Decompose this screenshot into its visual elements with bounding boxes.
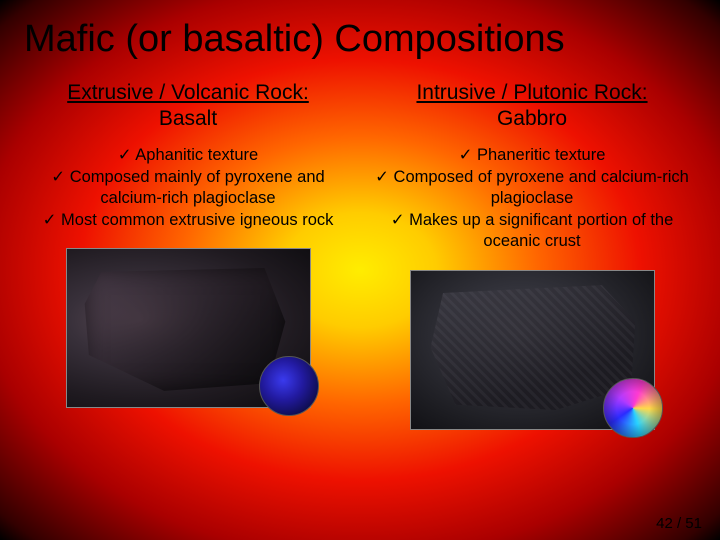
- check-icon: ✓: [118, 146, 132, 164]
- check-icon: ✓: [51, 168, 65, 186]
- bullet-text: Composed mainly of pyroxene and calcium-…: [70, 168, 325, 207]
- slide-title: Mafic (or basaltic) Compositions: [0, 0, 720, 67]
- right-bullet-list: ✓ Phaneritic texture ✓ Composed of pyrox…: [370, 145, 694, 254]
- check-icon: ✓: [375, 168, 389, 186]
- right-rock-name: Gabbro: [497, 107, 567, 131]
- bullet-text: Phaneritic texture: [477, 146, 605, 164]
- left-bullet-list: ✓ Aphanitic texture ✓ Composed mainly of…: [26, 145, 350, 232]
- list-item: ✓ Aphanitic texture: [26, 145, 350, 166]
- right-column: Intrusive / Plutonic Rock: Gabbro ✓ Phan…: [370, 81, 694, 430]
- content-columns: Extrusive / Volcanic Rock: Basalt ✓ Apha…: [0, 67, 720, 430]
- list-item: ✓ Makes up a significant portion of the …: [370, 210, 694, 252]
- check-icon: ✓: [43, 211, 57, 229]
- left-column: Extrusive / Volcanic Rock: Basalt ✓ Apha…: [26, 81, 350, 430]
- gabbro-image: [410, 270, 655, 430]
- check-icon: ✓: [459, 146, 473, 164]
- basalt-image: [66, 248, 311, 408]
- page-counter: 42 / 51: [656, 515, 702, 532]
- bullet-text: Aphanitic texture: [135, 146, 258, 164]
- check-icon: ✓: [391, 211, 405, 229]
- basalt-thin-section-inset: [259, 356, 319, 416]
- list-item: ✓ Composed of pyroxene and calcium-rich …: [370, 167, 694, 209]
- bullet-text: Composed of pyroxene and calcium-rich pl…: [394, 168, 689, 207]
- gabbro-thin-section-inset: [603, 378, 663, 438]
- bullet-text: Makes up a significant portion of the oc…: [409, 211, 673, 250]
- bullet-text: Most common extrusive igneous rock: [61, 211, 333, 229]
- list-item: ✓ Phaneritic texture: [370, 145, 694, 166]
- right-heading: Intrusive / Plutonic Rock:: [416, 81, 647, 105]
- list-item: ✓ Composed mainly of pyroxene and calciu…: [26, 167, 350, 209]
- list-item: ✓ Most common extrusive igneous rock: [26, 210, 350, 231]
- left-heading: Extrusive / Volcanic Rock:: [67, 81, 309, 105]
- left-rock-name: Basalt: [159, 107, 217, 131]
